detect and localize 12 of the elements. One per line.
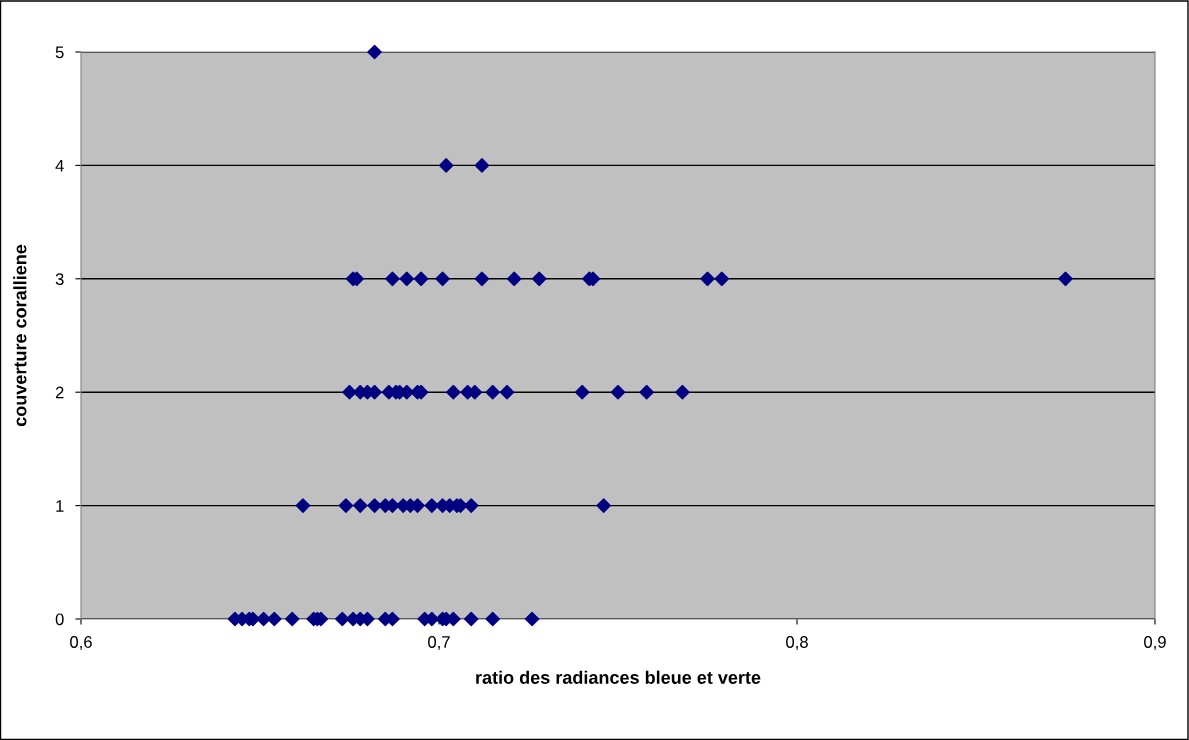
x-axis-title: ratio des radiances bleue et verte — [476, 670, 761, 684]
x-tick-label: 0,7 — [428, 636, 450, 650]
y-axis-title: couverture coralliene — [13, 244, 27, 427]
y-tick-label: 4 — [55, 159, 64, 172]
x-tick-label: 0,6 — [70, 636, 92, 650]
y-tick-label: 5 — [55, 46, 64, 59]
y-tick-label: 3 — [55, 273, 64, 285]
y-tick-label: 1 — [56, 500, 64, 512]
y-tick-label: 0 — [55, 613, 64, 626]
x-tick-label: 0,9 — [1144, 636, 1166, 650]
x-tick-label: 0,8 — [786, 636, 808, 650]
y-tick-label: 2 — [55, 386, 64, 399]
